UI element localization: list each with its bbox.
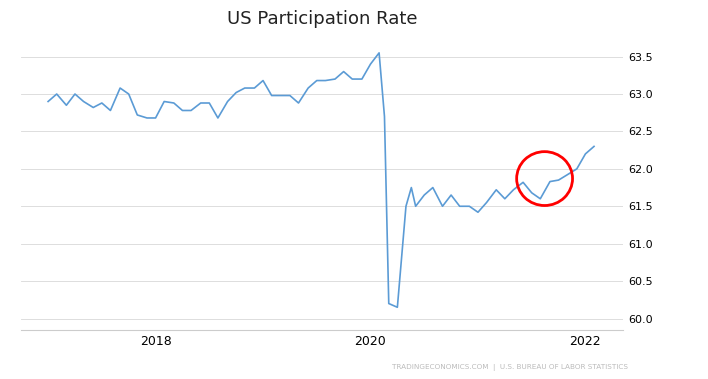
Text: TRADINGECONOMICS.COM  |  U.S. BUREAU OF LABOR STATISTICS: TRADINGECONOMICS.COM | U.S. BUREAU OF LA… (392, 365, 628, 371)
Title: US Participation Rate: US Participation Rate (227, 10, 418, 28)
